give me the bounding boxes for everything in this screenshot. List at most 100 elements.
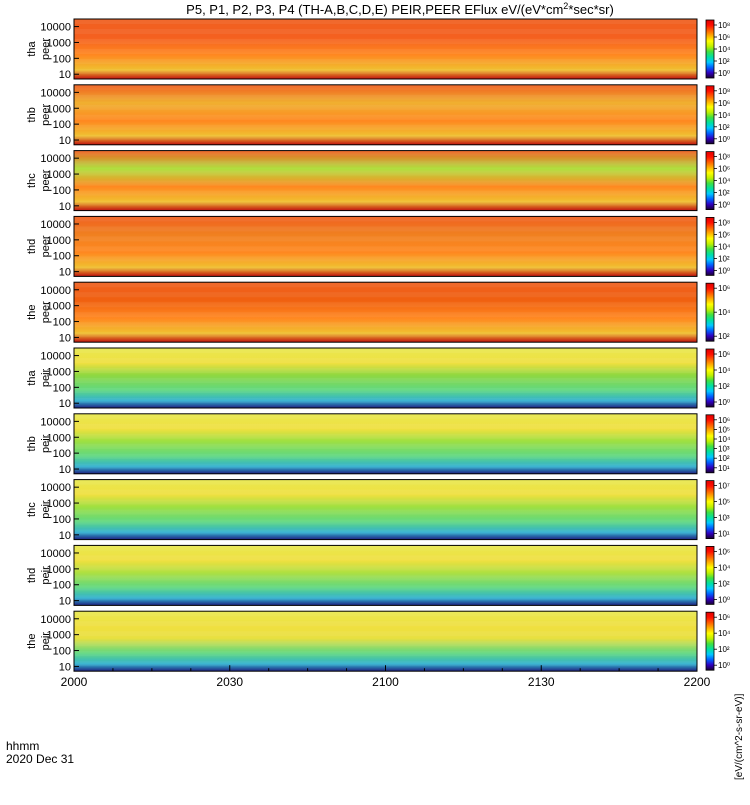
texture-band: [74, 463, 697, 469]
spectrogram-tha-peer: [74, 19, 697, 79]
y-tick-label: 10: [59, 530, 71, 542]
spectrogram-tha-peir: [74, 348, 697, 408]
panel-y-label-instrument: peir: [40, 368, 52, 387]
panel-frame: [73, 281, 698, 343]
texture-band: [74, 499, 697, 505]
panel-frame: [73, 413, 698, 475]
texture-band: [74, 292, 697, 298]
panel-y-label-probe: the: [26, 634, 38, 649]
texture-band: [74, 545, 697, 551]
colorbar-tick-label: 10²: [718, 189, 730, 198]
texture-band: [74, 388, 697, 393]
y-tick-label: 1000: [47, 169, 71, 181]
y-tick-label: 10000: [40, 482, 71, 494]
colorbar-tick-label: 10³: [718, 514, 730, 523]
spectrogram-thb-peer: [74, 84, 697, 145]
chart-title-tail: *sec*sr): [568, 2, 614, 17]
colorbar-the-peir: [705, 611, 715, 671]
texture-band: [74, 39, 697, 44]
texture-band: [74, 433, 697, 439]
colorbar-tha-peir: [705, 348, 715, 408]
texture-band: [74, 322, 697, 328]
texture-band: [74, 443, 697, 449]
colorbar-tick-label: 10¹: [718, 530, 730, 539]
chart-title-main: P5, P1, P2, P3, P4 (TH-A,B,C,D,E) PEIR,P…: [186, 2, 563, 17]
colorbar-tick-label: 10⁴: [718, 563, 731, 572]
texture-band: [74, 49, 697, 54]
texture-band: [74, 69, 697, 74]
colorbar-tick-label: 10⁷: [718, 482, 730, 491]
texture-band: [74, 59, 697, 64]
y-tick-label: 1000: [47, 432, 71, 444]
panel-y-label-probe: tha: [26, 369, 38, 385]
panel-y-label-instrument: peir: [40, 434, 52, 453]
texture-band: [74, 246, 697, 252]
panel-frame: [73, 347, 698, 409]
chart-title-sup: 2: [563, 1, 568, 11]
panel-y-label-instrument: peer: [40, 235, 52, 257]
texture-band: [74, 423, 697, 429]
y-tick-label: 10000: [40, 22, 71, 34]
colorbar-tick-label: 10²: [718, 57, 730, 66]
panel-y-label-probe: thb: [26, 436, 38, 451]
colorbar-thc-peir: [705, 480, 715, 540]
y-tick-label: 1000: [47, 366, 71, 378]
texture-band: [74, 94, 697, 100]
colorbar-the-peer: [705, 282, 715, 342]
colorbar-tick-label: 10⁶: [718, 230, 730, 239]
texture-band: [74, 631, 697, 637]
texture-band: [74, 661, 697, 667]
colorbar-thd-peir: [705, 546, 715, 605]
texture-band: [74, 180, 697, 186]
colorbar-tick-label: 10⁸: [718, 87, 730, 96]
y-tick-label: 1000: [47, 498, 71, 510]
y-tick-label: 100: [53, 317, 71, 329]
panel-frame: [73, 215, 698, 277]
texture-band: [74, 302, 697, 308]
colorbar-tick-label: 10⁴: [718, 366, 731, 375]
texture-band: [74, 509, 697, 515]
y-tick-label: 1000: [47, 564, 71, 576]
spectrogram-thc-peir: [74, 479, 697, 540]
colorbar-tick-label: 10⁵: [718, 498, 730, 507]
panel-y-label-instrument: peer: [40, 301, 52, 323]
panel-y-label-instrument: peir: [40, 500, 52, 519]
y-tick-label: 10: [59, 135, 71, 147]
texture-band: [74, 312, 697, 318]
y-tick-label: 10000: [40, 219, 71, 231]
colorbar-tick-label: 10⁶: [718, 416, 730, 425]
texture-band: [74, 84, 697, 90]
panel-y-label-probe: thb: [26, 107, 38, 122]
colorbar-thb-peer: [705, 85, 715, 145]
panel-frame: [73, 18, 698, 80]
colorbar-tick-label: 10⁴: [718, 242, 731, 251]
y-tick-label: 10: [59, 201, 71, 213]
texture-band: [74, 190, 697, 196]
y-tick-label: 10000: [40, 614, 71, 626]
panel-y-label-probe: thd: [26, 568, 38, 583]
colorbar-tick-label: 10⁴: [718, 308, 731, 317]
colorbar-tick-label: 10²: [718, 454, 730, 463]
x-axis-label-units: hhmm: [6, 739, 39, 753]
y-tick-label: 10000: [40, 153, 71, 165]
texture-band: [74, 489, 697, 495]
y-tick-label: 10: [59, 661, 71, 673]
colorbar-tick-label: 10⁶: [718, 33, 730, 42]
chart-title: P5, P1, P2, P3, P4 (TH-A,B,C,D,E) PEIR,P…: [186, 1, 614, 17]
colorbar-tick-label: 10²: [718, 123, 730, 132]
colorbar-tick-label: 10⁰: [718, 201, 730, 210]
x-tick-label: 2000: [61, 675, 88, 689]
panel-y-label-instrument: peir: [40, 566, 52, 585]
colorbar-tick-label: 10⁴: [718, 111, 731, 120]
colorbar-tick-label: 10²: [718, 254, 730, 263]
spectrogram-the-peer: [74, 282, 697, 343]
spectrogram-thd-peer: [74, 216, 697, 277]
